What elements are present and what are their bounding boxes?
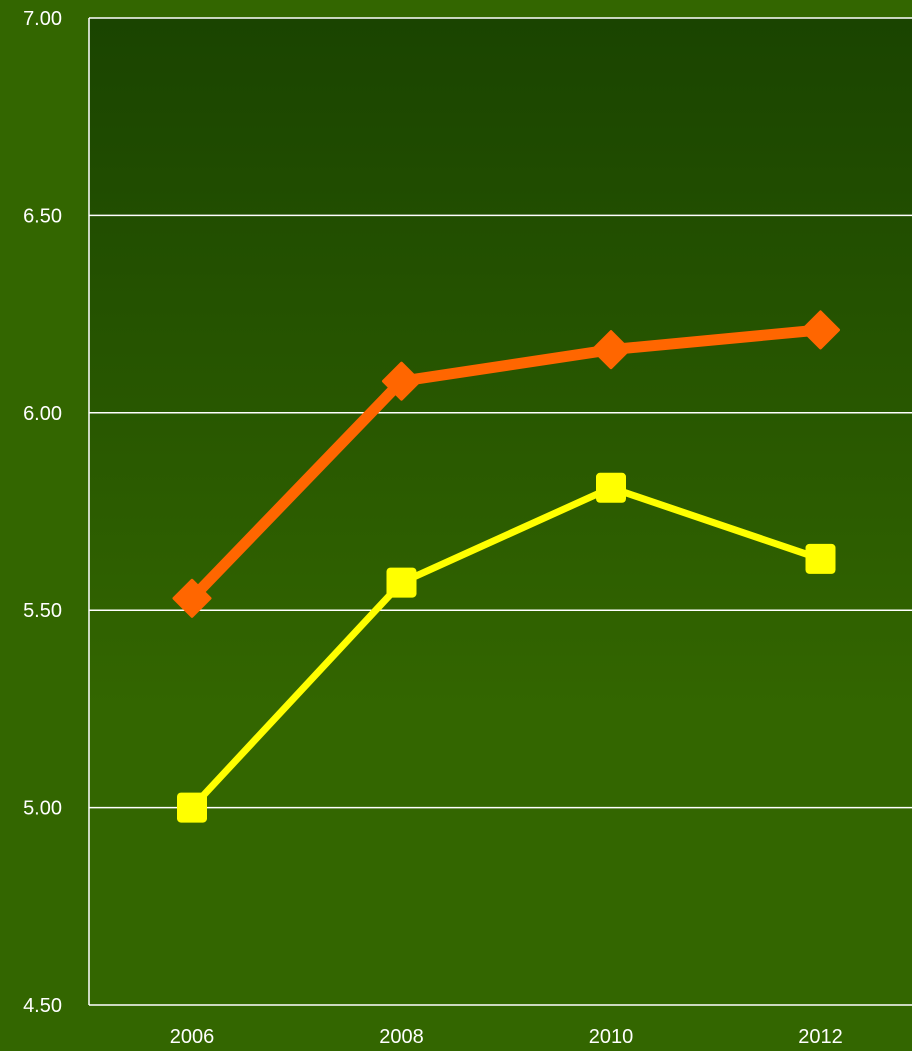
y-tick-label: 6.00 <box>23 403 62 425</box>
data-point-diamond <box>801 310 840 350</box>
y-tick-label: 7.00 <box>23 8 62 30</box>
y-tick-label: 4.50 <box>23 995 62 1017</box>
y-tick-label: 5.50 <box>23 600 62 622</box>
data-point-diamond <box>172 578 212 618</box>
data-point-square <box>177 792 207 823</box>
data-point-diamond <box>591 330 631 370</box>
data-point-square <box>805 543 836 574</box>
x-tick-label: 2006 <box>170 1026 215 1048</box>
x-axis-ticks: 2006 2008 2010 2012 <box>170 1026 843 1048</box>
y-axis-ticks: 4.50 5.00 5.50 6.00 6.50 7.00 <box>23 8 62 1017</box>
x-tick-label: 2010 <box>589 1026 634 1048</box>
y-tick-label: 5.00 <box>23 798 62 820</box>
x-tick-label: 2012 <box>798 1026 843 1048</box>
data-point-square <box>386 567 417 598</box>
series-line-1 <box>186 324 826 604</box>
plot-area-background <box>89 18 912 1005</box>
gridlines <box>89 17 912 1006</box>
x-tick-label: 2008 <box>379 1026 424 1048</box>
series-line-2 <box>188 484 824 812</box>
y-tick-label: 6.50 <box>23 205 62 227</box>
series-group <box>172 310 840 823</box>
data-point-square <box>596 472 626 503</box>
data-point-diamond <box>382 361 421 401</box>
